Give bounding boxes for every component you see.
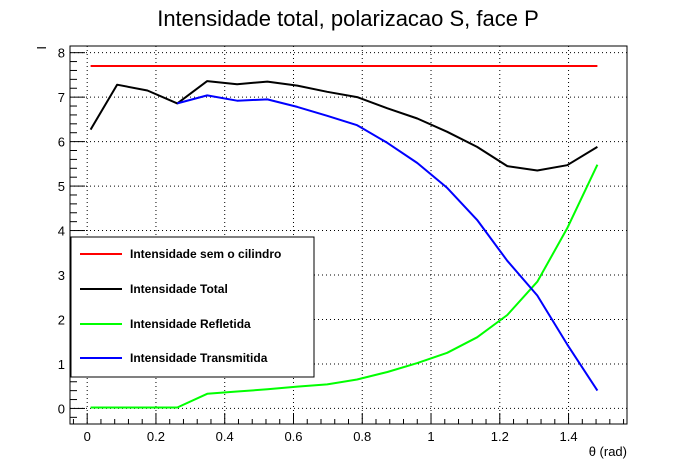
x-tick-label: 0.8 bbox=[353, 429, 371, 444]
series-line-4 bbox=[177, 94, 599, 392]
y-tick-label: 2 bbox=[58, 312, 65, 327]
y-tick-label: 7 bbox=[58, 90, 65, 105]
y-tick-label: 1 bbox=[58, 357, 65, 372]
x-axis-label: θ (rad) bbox=[589, 444, 627, 459]
chart-title: Intensidade total, polarizacao S, face P bbox=[157, 6, 539, 31]
legend-label: Intensidade Refletida bbox=[130, 317, 251, 331]
x-tick-label: 1.2 bbox=[491, 429, 509, 444]
x-tick-label: 0.6 bbox=[284, 429, 302, 444]
legend-label: Intensidade Total bbox=[130, 282, 228, 296]
y-tick-label: 0 bbox=[58, 401, 65, 416]
series-line-2 bbox=[89, 80, 598, 172]
series-line-3 bbox=[90, 164, 599, 409]
x-tick-label: 0.2 bbox=[147, 429, 165, 444]
x-tick-label: 1 bbox=[427, 429, 434, 444]
x-tick-label: 0.4 bbox=[216, 429, 234, 444]
y-tick-label: 8 bbox=[58, 46, 65, 61]
legend-label: Intensidade Transmitida bbox=[130, 351, 268, 365]
y-tick-label: 4 bbox=[58, 224, 65, 239]
axis-ticks: 0 0.2 0.4 0.6 0.8 1 1.2 1.4 0 1 2 3 4 5 6 7 8 bbox=[58, 46, 625, 444]
y-tick-label: 6 bbox=[58, 135, 65, 150]
legend-box bbox=[70, 236, 315, 378]
legend: Intensidade sem o cilindro Intensidade To… bbox=[70, 236, 315, 378]
y-axis-label: I bbox=[34, 46, 49, 50]
y-tick-label: 3 bbox=[58, 268, 65, 283]
x-tick-label: 0 bbox=[84, 429, 91, 444]
x-tick-label: 1.4 bbox=[560, 429, 578, 444]
legend-label: Intensidade sem o cilindro bbox=[130, 247, 281, 261]
y-tick-label: 5 bbox=[58, 179, 65, 194]
series-lines bbox=[89, 65, 599, 409]
